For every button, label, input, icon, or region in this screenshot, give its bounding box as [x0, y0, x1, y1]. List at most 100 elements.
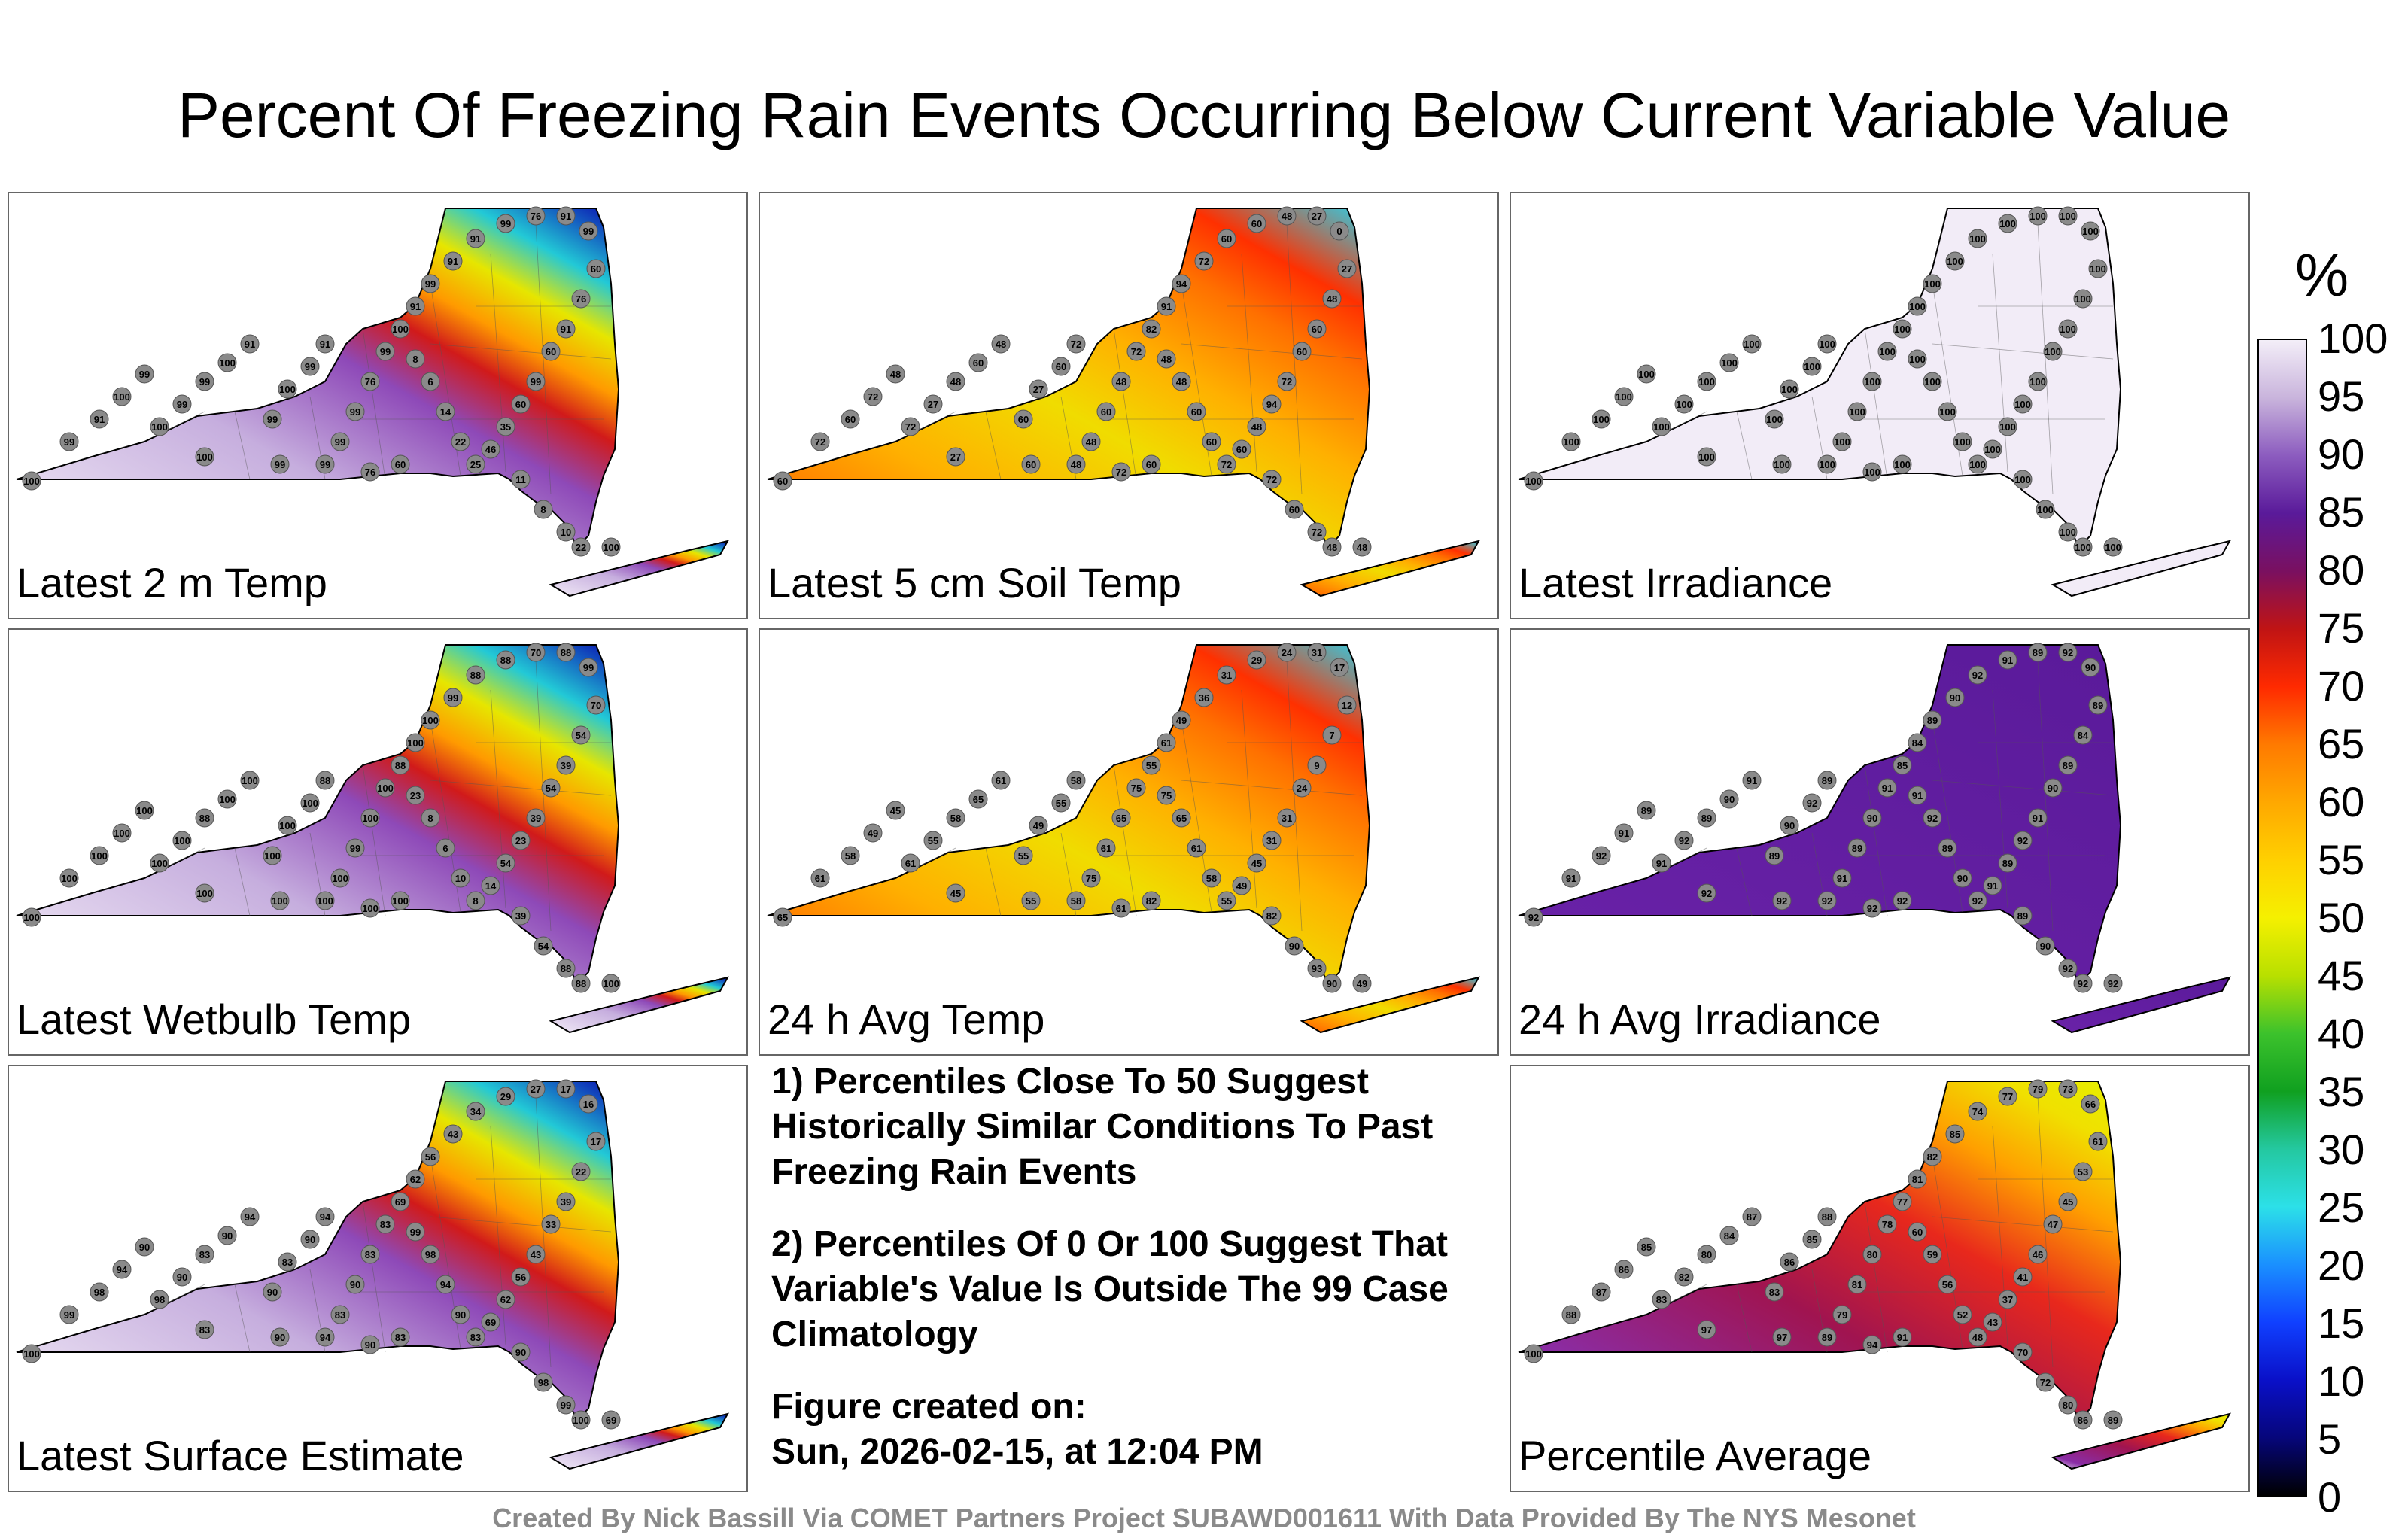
- svg-text:9: 9: [1314, 760, 1319, 771]
- map-panel-2: 100 100 100 100 100 100 100 100 100 100 100 100 100 1…: [1518, 206, 2231, 597]
- svg-text:83: 83: [1656, 1294, 1667, 1306]
- station-marker: 92: [1862, 898, 1882, 918]
- svg-text:89: 89: [1822, 1332, 1832, 1343]
- svg-text:100: 100: [1939, 406, 1956, 418]
- svg-text:91: 91: [470, 233, 481, 245]
- svg-text:100: 100: [2060, 211, 2076, 222]
- svg-text:66: 66: [2085, 1099, 2096, 1110]
- station-marker: 39: [556, 755, 576, 775]
- station-marker: 89: [1938, 838, 1957, 858]
- svg-text:90: 90: [305, 1234, 315, 1245]
- svg-text:92: 92: [1701, 888, 1712, 899]
- station-marker: 56: [511, 1267, 531, 1287]
- station-marker: 89: [1847, 838, 1867, 858]
- svg-text:100: 100: [1969, 459, 1986, 470]
- svg-text:8: 8: [540, 504, 546, 515]
- station-marker: 100: [1719, 353, 1739, 372]
- station-marker: 17: [556, 1079, 576, 1099]
- svg-text:82: 82: [1266, 910, 1277, 922]
- svg-text:56: 56: [425, 1151, 436, 1163]
- svg-text:55: 55: [928, 835, 938, 847]
- svg-text:100: 100: [1721, 357, 1738, 369]
- station-marker: 90: [172, 1267, 192, 1287]
- svg-text:34: 34: [470, 1106, 482, 1117]
- station-marker: 48: [1172, 372, 1191, 391]
- svg-text:90: 90: [222, 1230, 233, 1242]
- svg-text:14: 14: [440, 406, 451, 418]
- svg-text:60: 60: [1251, 218, 1262, 229]
- svg-text:92: 92: [1972, 670, 1983, 681]
- county-line: [430, 780, 612, 796]
- station-marker: 60: [1292, 342, 1312, 361]
- svg-text:90: 90: [2048, 783, 2058, 794]
- station-marker: 99: [315, 454, 335, 474]
- county-line: [234, 1284, 251, 1353]
- svg-text:17: 17: [1334, 662, 1345, 673]
- station-marker: 0: [1330, 221, 1349, 241]
- station-marker: 91: [1157, 296, 1176, 316]
- station-marker: 60: [773, 471, 792, 491]
- svg-text:94: 94: [245, 1211, 256, 1223]
- svg-text:100: 100: [151, 421, 168, 433]
- colorbar-tick: 15: [2318, 1299, 2365, 1347]
- station-marker: 100: [1832, 432, 1852, 451]
- county-line: [1864, 1201, 1888, 1353]
- station-marker: 83: [195, 1320, 214, 1339]
- svg-text:60: 60: [845, 414, 856, 425]
- station-marker: 61: [1157, 733, 1176, 752]
- svg-text:61: 61: [1191, 843, 1202, 854]
- station-marker: 94: [1262, 394, 1282, 414]
- svg-text:89: 89: [1927, 715, 1938, 726]
- svg-text:99: 99: [425, 278, 436, 290]
- map-panel-5: 92 91 92 91 89 91 92 89 90 91 89 90 92 89 91 89 90 91 85 84…: [1518, 643, 2231, 1034]
- station-marker: 45: [886, 801, 905, 820]
- station-marker: 100: [571, 1410, 591, 1430]
- station-marker: 83: [1652, 1290, 1671, 1309]
- svg-text:62: 62: [500, 1294, 511, 1306]
- station-marker: 83: [1765, 1282, 1784, 1302]
- svg-text:56: 56: [1942, 1279, 1953, 1290]
- station-marker: 48: [1968, 1327, 1987, 1347]
- station-marker: 98: [421, 1245, 440, 1264]
- svg-text:99: 99: [199, 376, 210, 388]
- station-marker: 37: [1998, 1290, 2017, 1309]
- svg-text:90: 90: [177, 1272, 187, 1283]
- county-line: [1932, 343, 2114, 360]
- station-marker: 94: [315, 1327, 335, 1347]
- svg-text:85: 85: [1641, 1242, 1652, 1253]
- svg-text:60: 60: [546, 346, 556, 357]
- svg-text:48: 48: [1327, 542, 1337, 553]
- svg-text:75: 75: [1131, 783, 1142, 794]
- station-marker: 72: [1126, 342, 1146, 361]
- station-marker: 61: [901, 853, 920, 873]
- station-marker: 100: [2088, 259, 2108, 278]
- station-marker: 34: [466, 1102, 485, 1121]
- station-marker: 81: [1908, 1169, 1927, 1189]
- svg-text:58: 58: [1206, 873, 1217, 884]
- station-marker: 76: [360, 372, 380, 391]
- svg-text:31: 31: [1312, 647, 1322, 658]
- station-marker: 100: [315, 891, 335, 910]
- station-marker: 90: [345, 1275, 365, 1294]
- station-marker: 100: [391, 891, 410, 910]
- station-marker: 45: [946, 883, 965, 903]
- svg-text:88: 88: [395, 760, 406, 771]
- svg-text:100: 100: [1999, 421, 2016, 433]
- svg-text:100: 100: [2029, 211, 2046, 222]
- station-marker: 58: [1066, 771, 1086, 790]
- svg-text:80: 80: [1701, 1249, 1712, 1260]
- station-marker: 90: [1285, 936, 1304, 956]
- svg-text:99: 99: [64, 436, 74, 448]
- station-marker: 77: [1893, 1192, 1912, 1211]
- svg-text:65: 65: [777, 912, 788, 923]
- svg-text:22: 22: [576, 1166, 586, 1178]
- station-marker: 60: [1307, 319, 1327, 339]
- station-marker: 72: [863, 387, 883, 406]
- colorbar-tick: 75: [2318, 604, 2365, 652]
- station-marker: 100: [1652, 417, 1671, 436]
- station-marker: 100: [601, 537, 621, 557]
- svg-text:84: 84: [1912, 737, 1923, 749]
- svg-text:46: 46: [2033, 1249, 2043, 1260]
- colorbar-tick: 0: [2318, 1473, 2342, 1521]
- station-marker: 99: [59, 432, 79, 451]
